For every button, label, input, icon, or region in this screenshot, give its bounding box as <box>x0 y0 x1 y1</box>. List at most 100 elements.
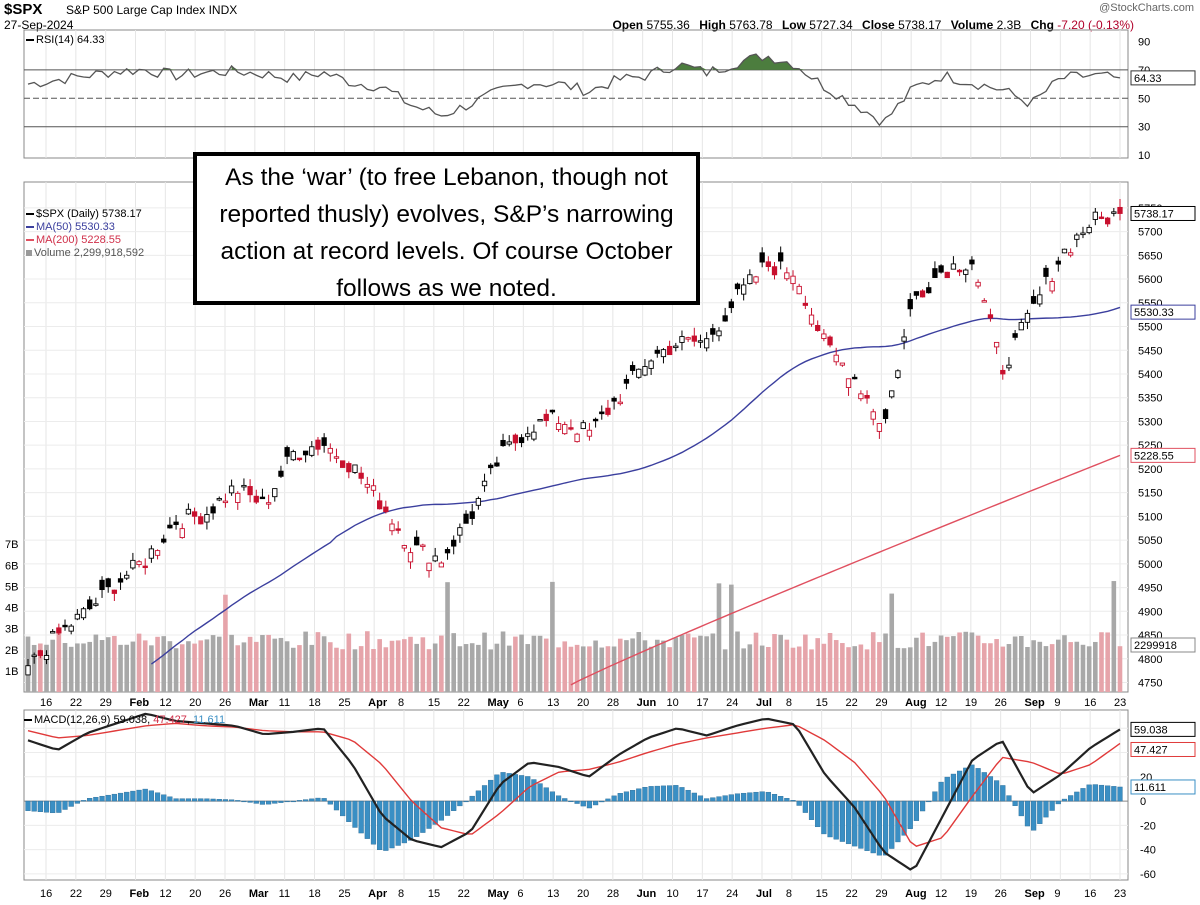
volume-bar <box>654 639 660 692</box>
candle <box>99 576 105 598</box>
macd-histogram-bar <box>266 800 272 805</box>
candle-body <box>537 419 543 422</box>
rsi-y-tick: 50 <box>1138 93 1150 105</box>
candle-body <box>463 513 469 524</box>
x-tick-label: 29 <box>100 697 112 709</box>
macd-histogram-bar <box>167 796 173 802</box>
candle-body <box>592 418 599 422</box>
macd-histogram-bar <box>981 772 987 802</box>
candle <box>68 624 74 635</box>
candle-body <box>438 562 445 568</box>
volume-bar <box>642 640 648 692</box>
x-tick-label: 10 <box>667 697 679 709</box>
candle-body <box>339 460 346 468</box>
volume-bar <box>827 633 833 692</box>
stockcharts-credit[interactable]: @StockCharts.com <box>1099 2 1194 14</box>
legend-ma50-text: MA(50) 5530.33 <box>36 221 115 233</box>
candle-body <box>50 631 56 634</box>
volume-bar <box>260 635 265 692</box>
volume-bar <box>605 646 611 692</box>
macd-histogram-bar <box>568 800 574 803</box>
chart-date: 27-Sep-2024 <box>4 18 74 32</box>
macd-histogram-bar <box>259 800 266 805</box>
macd-histogram-bar <box>321 798 327 802</box>
candle <box>858 390 864 402</box>
candle-body <box>56 627 62 634</box>
macd-histogram-bar <box>358 800 364 834</box>
candle <box>741 278 747 301</box>
macd-histogram-bar <box>130 790 136 802</box>
rsi-y-tick: 90 <box>1138 36 1150 48</box>
candle-body <box>1086 226 1092 234</box>
candle-body <box>377 500 383 510</box>
candle-body <box>265 502 272 505</box>
volume-bar <box>729 584 734 692</box>
candle-body <box>938 265 944 273</box>
macd-histogram-bar <box>272 800 278 804</box>
macd-histogram-bar <box>642 786 648 802</box>
hist-value-badge: 11.611 <box>1130 779 1196 795</box>
candle <box>784 267 790 281</box>
candle <box>1024 309 1031 330</box>
candle <box>1012 329 1018 341</box>
macd-histogram-bar <box>784 798 790 802</box>
price-y-tick: 4750 <box>1138 678 1162 690</box>
candle-body <box>352 464 358 473</box>
macd-histogram-bar <box>833 800 839 840</box>
x-tick-label: 23 <box>1114 697 1126 709</box>
macd-histogram-bar <box>1092 784 1098 802</box>
price-y-tick: 5100 <box>1138 511 1162 523</box>
volume-bar <box>692 637 697 692</box>
volume-bar <box>328 642 333 692</box>
candle <box>938 264 944 274</box>
volume-bar <box>815 638 820 692</box>
macd-histogram-bar <box>303 799 309 802</box>
candle-body <box>944 271 950 279</box>
candle <box>605 399 611 417</box>
volume-bar <box>611 646 617 692</box>
candle <box>629 361 636 375</box>
x-tick-label-bottom: 8 <box>786 888 792 900</box>
candle <box>599 405 605 420</box>
candle <box>679 330 685 351</box>
macd-histogram-bar <box>630 790 636 802</box>
macd-histogram-bar <box>599 800 605 803</box>
volume-bar <box>56 632 62 692</box>
macd-histogram-bar <box>562 798 568 802</box>
volume-bar <box>809 649 814 692</box>
volume-bar <box>525 644 531 692</box>
x-tick-label: 19 <box>965 697 977 709</box>
candle-body <box>327 447 333 454</box>
spx-swatch <box>26 213 34 216</box>
volume-bar <box>852 646 858 692</box>
macd-histogram-bar <box>889 800 895 849</box>
candle-body <box>673 345 679 349</box>
candle-body <box>1006 364 1012 369</box>
x-tick-label: 12 <box>935 697 947 709</box>
candle <box>50 629 56 634</box>
candle <box>562 421 568 435</box>
macd-histogram-bar <box>870 800 876 854</box>
volume-bar <box>975 635 981 692</box>
candle-body <box>852 376 858 380</box>
ma200-badge-text: 5228.55 <box>1134 450 1174 462</box>
candle-body <box>623 378 630 384</box>
macd-histogram-bar <box>778 796 784 802</box>
candle <box>426 562 432 578</box>
x-tick-label: 20 <box>189 697 201 709</box>
candle-body <box>469 511 475 519</box>
macd-histogram-bar <box>932 791 938 802</box>
legend-spx-text: $SPX (Daily) 5738.17 <box>36 208 142 220</box>
candle <box>796 283 802 295</box>
x-tick-label-bottom: Jun <box>637 888 657 900</box>
volume-bar <box>685 633 691 692</box>
candle <box>438 561 445 568</box>
macd-histogram-bar <box>216 799 222 802</box>
macd-histogram-bar <box>136 789 142 802</box>
volume-bar <box>1080 644 1086 692</box>
candle <box>1006 356 1012 372</box>
candle <box>333 448 340 464</box>
candle <box>185 503 192 515</box>
candle <box>1086 224 1092 235</box>
